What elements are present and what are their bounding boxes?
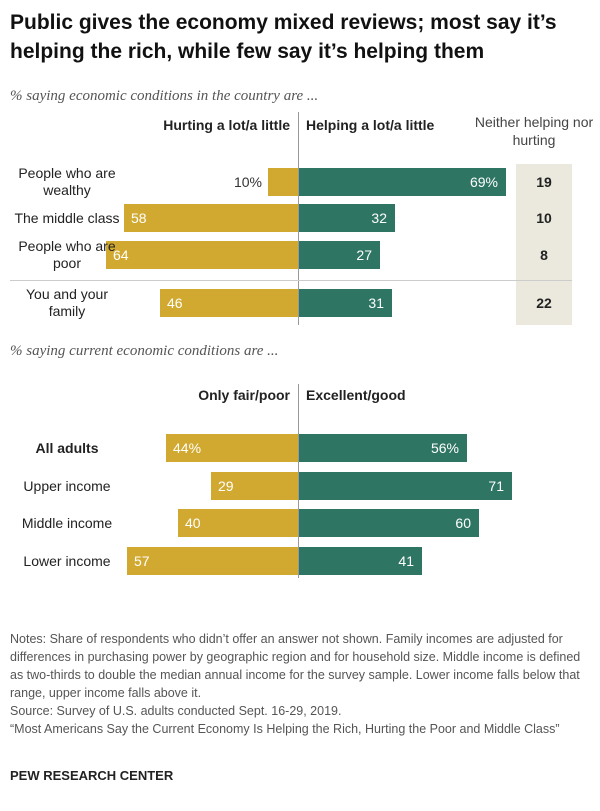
- separator: [10, 280, 572, 281]
- value-label: 27: [356, 247, 372, 263]
- extra-value: 10: [536, 210, 552, 226]
- bar: [299, 289, 392, 317]
- bar: [124, 204, 298, 232]
- credit: PEW RESEARCH CENTER: [10, 768, 174, 783]
- center-line: [298, 384, 299, 578]
- category-label: People who are poor: [18, 238, 116, 271]
- extra-header: Neither helping nor hurting: [474, 114, 594, 148]
- value-label: 41: [398, 553, 414, 569]
- value-label: 57: [134, 553, 150, 569]
- subtitle: % saying current economic conditions are…: [10, 343, 279, 359]
- bar: [268, 168, 298, 196]
- bar: [211, 472, 298, 500]
- extra-column-bg: [516, 164, 572, 325]
- series-header: Excellent/good: [306, 387, 406, 403]
- value-label: 32: [371, 210, 387, 226]
- category-label: Middle income: [21, 514, 113, 531]
- bar: [178, 509, 298, 537]
- value-label: 58: [131, 210, 147, 226]
- bar: [299, 204, 395, 232]
- extra-value: 19: [536, 174, 552, 190]
- value-label: 64: [113, 247, 129, 263]
- category-label: People who are wealthy: [18, 165, 116, 198]
- report: “Most Americans Say the Current Economy …: [10, 722, 560, 736]
- category-label: You and your family: [26, 286, 108, 319]
- center-line: [298, 112, 299, 325]
- notes: Notes: Share of respondents who didn’t o…: [10, 632, 581, 700]
- category-label: Lower income: [23, 552, 111, 569]
- bar: [299, 434, 467, 462]
- category-label: Upper income: [23, 477, 111, 494]
- bar: [299, 509, 479, 537]
- value-label: 31: [368, 295, 384, 311]
- subtitle: % saying economic conditions in the coun…: [10, 88, 319, 104]
- source: Source: Survey of U.S. adults conducted …: [10, 704, 342, 718]
- value-label: 44%: [173, 440, 202, 456]
- extra-value: 22: [536, 295, 552, 311]
- title: Public gives the economy mixed reviews; …: [10, 11, 557, 63]
- extra-value: 8: [540, 247, 548, 263]
- value-label: 40: [185, 515, 201, 531]
- category-label: The middle class: [14, 209, 120, 226]
- bar: [127, 547, 298, 575]
- value-label: 10%: [233, 174, 262, 190]
- bar: [299, 168, 506, 196]
- value-label: 46: [167, 295, 183, 311]
- bar: [299, 547, 422, 575]
- value-label: 29: [218, 478, 234, 494]
- series-header: Only fair/poor: [198, 387, 290, 403]
- bar: [166, 434, 298, 462]
- bar: [299, 472, 512, 500]
- series-header: Hurting a lot/a little: [163, 117, 290, 133]
- value-label: 69%: [469, 174, 498, 190]
- bar: [299, 241, 380, 269]
- value-label: 71: [488, 478, 504, 494]
- value-label: 60: [455, 515, 471, 531]
- category-label: All adults: [35, 439, 99, 456]
- value-label: 56%: [430, 440, 459, 456]
- bar: [106, 241, 298, 269]
- bar: [160, 289, 298, 317]
- series-header: Helping a lot/a little: [306, 117, 435, 133]
